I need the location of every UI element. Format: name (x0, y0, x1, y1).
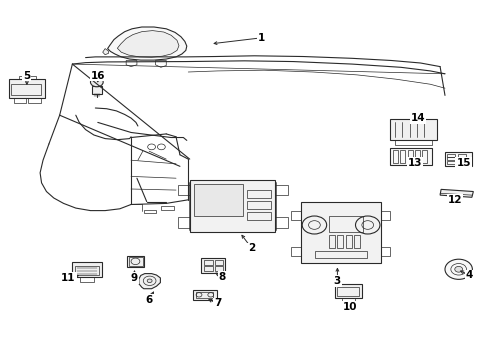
Bar (337, 287, 359, 296)
Bar (247, 190, 270, 198)
Circle shape (147, 279, 152, 283)
Bar (290, 211, 300, 220)
Bar (247, 201, 270, 209)
Bar (92, 86, 102, 94)
Text: 9: 9 (131, 273, 138, 283)
Bar (422, 150, 427, 163)
Text: 2: 2 (248, 243, 255, 253)
Circle shape (444, 259, 471, 279)
Bar (414, 150, 419, 163)
Bar (203, 260, 212, 265)
Bar (9, 79, 45, 98)
Bar (447, 154, 454, 157)
Bar (189, 180, 275, 232)
Bar (19, 76, 36, 79)
Bar (328, 216, 363, 232)
Bar (407, 150, 412, 163)
Bar (337, 235, 343, 248)
Bar (444, 152, 471, 166)
Bar (447, 157, 454, 160)
Polygon shape (102, 49, 108, 55)
Text: 14: 14 (410, 113, 425, 123)
Bar (247, 212, 270, 220)
Bar (290, 247, 300, 256)
Text: 8: 8 (219, 272, 225, 282)
Bar (457, 157, 465, 160)
Circle shape (90, 77, 103, 87)
Bar (203, 266, 212, 271)
Bar (127, 256, 144, 267)
Bar (14, 98, 26, 103)
Text: 4: 4 (465, 270, 472, 280)
Text: 13: 13 (407, 158, 421, 168)
Text: 1: 1 (258, 33, 264, 43)
Text: 6: 6 (145, 294, 152, 305)
Text: 11: 11 (61, 273, 76, 283)
Bar (201, 258, 224, 273)
Polygon shape (117, 31, 179, 57)
Bar (214, 266, 223, 271)
Text: 10: 10 (342, 302, 356, 312)
Text: 16: 16 (90, 71, 105, 81)
Polygon shape (107, 27, 186, 60)
Bar (193, 184, 242, 216)
Bar (193, 290, 216, 300)
Bar (275, 185, 287, 195)
Text: 7: 7 (213, 298, 221, 309)
Text: 3: 3 (333, 276, 340, 286)
Bar (196, 292, 213, 298)
Bar (389, 119, 436, 140)
Bar (177, 217, 189, 228)
Text: 15: 15 (455, 158, 470, 168)
Bar (80, 277, 94, 282)
Bar (457, 161, 465, 164)
Bar (457, 154, 465, 157)
Bar (389, 148, 431, 165)
Bar (11, 84, 41, 95)
Bar (214, 260, 223, 265)
Bar (75, 266, 99, 275)
Text: 12: 12 (447, 195, 461, 205)
Bar (381, 211, 389, 220)
Bar (342, 298, 354, 302)
Bar (345, 235, 351, 248)
Bar (72, 262, 102, 277)
Bar (300, 202, 381, 263)
Bar (447, 161, 454, 164)
Bar (177, 185, 189, 195)
Polygon shape (139, 274, 160, 289)
Bar (334, 284, 361, 298)
Bar (328, 235, 334, 248)
Bar (275, 217, 287, 228)
Polygon shape (439, 189, 472, 197)
Bar (400, 150, 405, 163)
Bar (28, 98, 41, 103)
Bar (394, 140, 431, 145)
Text: 5: 5 (23, 71, 30, 81)
Bar (392, 150, 397, 163)
Bar (353, 235, 359, 248)
Bar (381, 247, 389, 256)
Bar (129, 257, 142, 266)
Circle shape (454, 266, 462, 272)
Bar (315, 251, 366, 258)
